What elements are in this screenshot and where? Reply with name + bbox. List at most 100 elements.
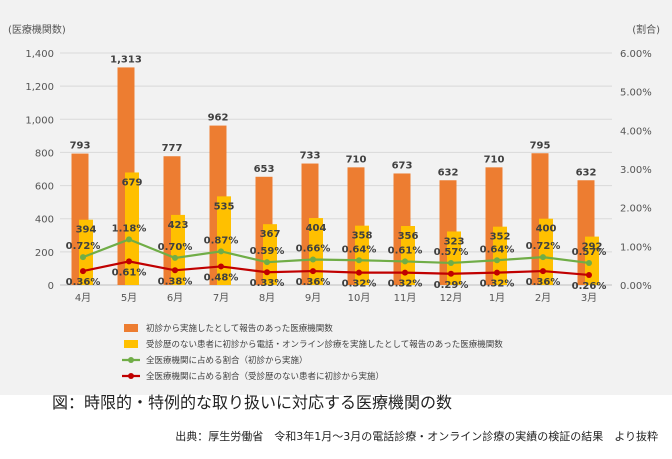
right-tick-label: 6.00% (620, 49, 652, 60)
data-labels: 793 1,313 777 962 653 733 710 673 632 710 795 632 39… (66, 54, 607, 292)
right-tick-label: 5.00% (620, 88, 652, 99)
line-point-2 (172, 267, 178, 274)
bar-value-label: 323 (444, 236, 465, 247)
line-point-1 (218, 248, 224, 255)
bar-2 (217, 196, 231, 285)
bar-value-label: 733 (300, 151, 321, 162)
line-value-label: 0.57% (572, 247, 607, 258)
line-value-label: 0.59% (250, 246, 285, 257)
legend-swatch (124, 340, 138, 348)
right-tick-label: 0.00% (620, 281, 652, 292)
line-value-label: 0.29% (434, 280, 469, 291)
line-value-label: 0.61% (112, 267, 147, 278)
category-labels: 4月 5月 6月 7月 8月 9月 10月 11月 12月 1月 2月 3月 (75, 292, 597, 304)
bar-value-label: 795 (530, 140, 551, 151)
line-point-1 (264, 259, 270, 266)
bar-value-label: 632 (438, 167, 459, 178)
legend-swatch (124, 324, 138, 332)
line-point-2 (448, 270, 454, 277)
line-value-label: 0.26% (572, 281, 607, 292)
bar-value-label: 673 (392, 160, 413, 171)
right-tick-label: 3.00% (620, 165, 652, 176)
line-value-label: 1.18% (112, 223, 147, 234)
line-value-label: 0.36% (526, 277, 561, 288)
bars (71, 67, 599, 285)
line-point-1 (402, 258, 408, 265)
line-point-1 (540, 254, 546, 261)
category-label: 1月 (489, 292, 505, 304)
gridlines (60, 52, 612, 286)
bar-value-label: 679 (122, 177, 143, 188)
bar-value-label: 632 (576, 167, 597, 178)
series-lines (80, 236, 592, 278)
category-label: 7月 (213, 292, 229, 304)
line-point-2 (356, 269, 362, 276)
bar-value-label: 400 (536, 224, 557, 235)
left-tick-label: 600 (35, 182, 54, 193)
line-point-1 (172, 254, 178, 261)
line-point-2 (264, 269, 270, 276)
right-tick-label: 2.00% (620, 204, 652, 215)
left-tick-label: 1,400 (25, 49, 54, 60)
line-value-label: 0.38% (158, 276, 193, 287)
category-label: 4月 (75, 292, 91, 304)
line-value-label: 0.32% (388, 279, 423, 290)
line-point-1 (586, 259, 592, 266)
legend-label: 受診歴のない患者に初診から電話・オンライン診療を実施したとして報告のあった医療機… (146, 339, 503, 350)
figure-caption: 図：時限的・特例的な取り扱いに対応する医療機関の数 (52, 393, 453, 412)
right-axis-ticks: 0.00% 1.00% 2.00% 3.00% 4.00% 5.00% 6.00% (620, 49, 652, 292)
category-label: 12月 (440, 292, 463, 304)
legend-swatch-marker (128, 357, 134, 363)
line-value-label: 0.36% (296, 277, 331, 288)
category-label: 9月 (305, 292, 321, 304)
bar-value-label: 1,313 (110, 54, 142, 65)
chart: 0 200 400 600 800 1,000 1,200 1,400 0.00% 1.00% 2… (8, 23, 660, 382)
category-label: 10月 (348, 292, 371, 304)
line-point-2 (586, 271, 592, 278)
left-tick-label: 0 (48, 281, 54, 292)
line-value-label: 0.66% (296, 243, 331, 254)
left-tick-label: 200 (35, 248, 54, 259)
line-value-label: 0.72% (526, 241, 561, 252)
right-tick-label: 1.00% (620, 242, 652, 253)
line-value-label: 0.32% (342, 279, 377, 290)
bar-value-label: 356 (398, 231, 419, 242)
line-value-label: 0.64% (342, 244, 377, 255)
line-value-label: 0.32% (480, 279, 515, 290)
left-tick-label: 800 (35, 148, 54, 159)
line-value-label: 0.61% (388, 245, 423, 256)
line-value-label: 0.64% (480, 244, 515, 255)
bar-value-label: 535 (214, 201, 235, 212)
line-value-label: 0.72% (66, 241, 101, 252)
left-tick-label: 1,200 (25, 82, 54, 93)
category-label: 6月 (167, 292, 183, 304)
line-point-1 (494, 257, 500, 264)
line-value-label: 0.57% (434, 247, 469, 258)
left-tick-label: 1,000 (25, 115, 54, 126)
bar-value-label: 404 (306, 223, 327, 234)
bar-value-label: 358 (352, 231, 373, 242)
bar-value-label: 367 (260, 229, 281, 240)
legend-swatch-marker (128, 373, 134, 379)
line-value-label: 0.48% (204, 272, 239, 283)
line-point-1 (80, 254, 86, 261)
line-value-label: 0.87% (204, 235, 239, 246)
line-series-2 (82, 260, 590, 277)
line-point-2 (540, 268, 546, 275)
line-point-1 (310, 256, 316, 263)
line-value-label: 0.36% (66, 277, 101, 288)
legend: 初診から実施したとして報告のあった医療機関数受診歴のない患者に初診から電話・オン… (122, 323, 503, 382)
left-axis-unit: (医療機関数) (8, 23, 66, 36)
line-value-label: 0.33% (250, 278, 285, 289)
line-point-1 (356, 257, 362, 264)
left-axis-ticks: 0 200 400 600 800 1,000 1,200 1,400 (25, 49, 54, 292)
line-point-2 (218, 263, 224, 270)
line-point-2 (402, 269, 408, 276)
chart-frame: 0 200 400 600 800 1,000 1,200 1,400 0.00% 1.00% 2… (0, 0, 672, 395)
line-point-2 (80, 268, 86, 275)
bar-value-label: 394 (76, 225, 97, 236)
right-axis-unit: (割合) (632, 23, 660, 36)
left-tick-label: 400 (35, 215, 54, 226)
line-point-2 (126, 258, 132, 265)
source-note: 出典：厚生労働省 令和3年1月～3月の電話診療・オンライン診療の実績の検証の結果… (175, 430, 658, 443)
